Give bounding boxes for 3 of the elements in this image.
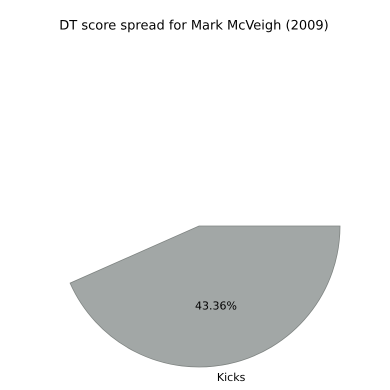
slice-label: Kicks bbox=[216, 371, 246, 384]
data-label: 43.36% bbox=[194, 300, 237, 313]
chart-title: DT score spread for Mark McVeigh (2009) bbox=[59, 18, 329, 34]
